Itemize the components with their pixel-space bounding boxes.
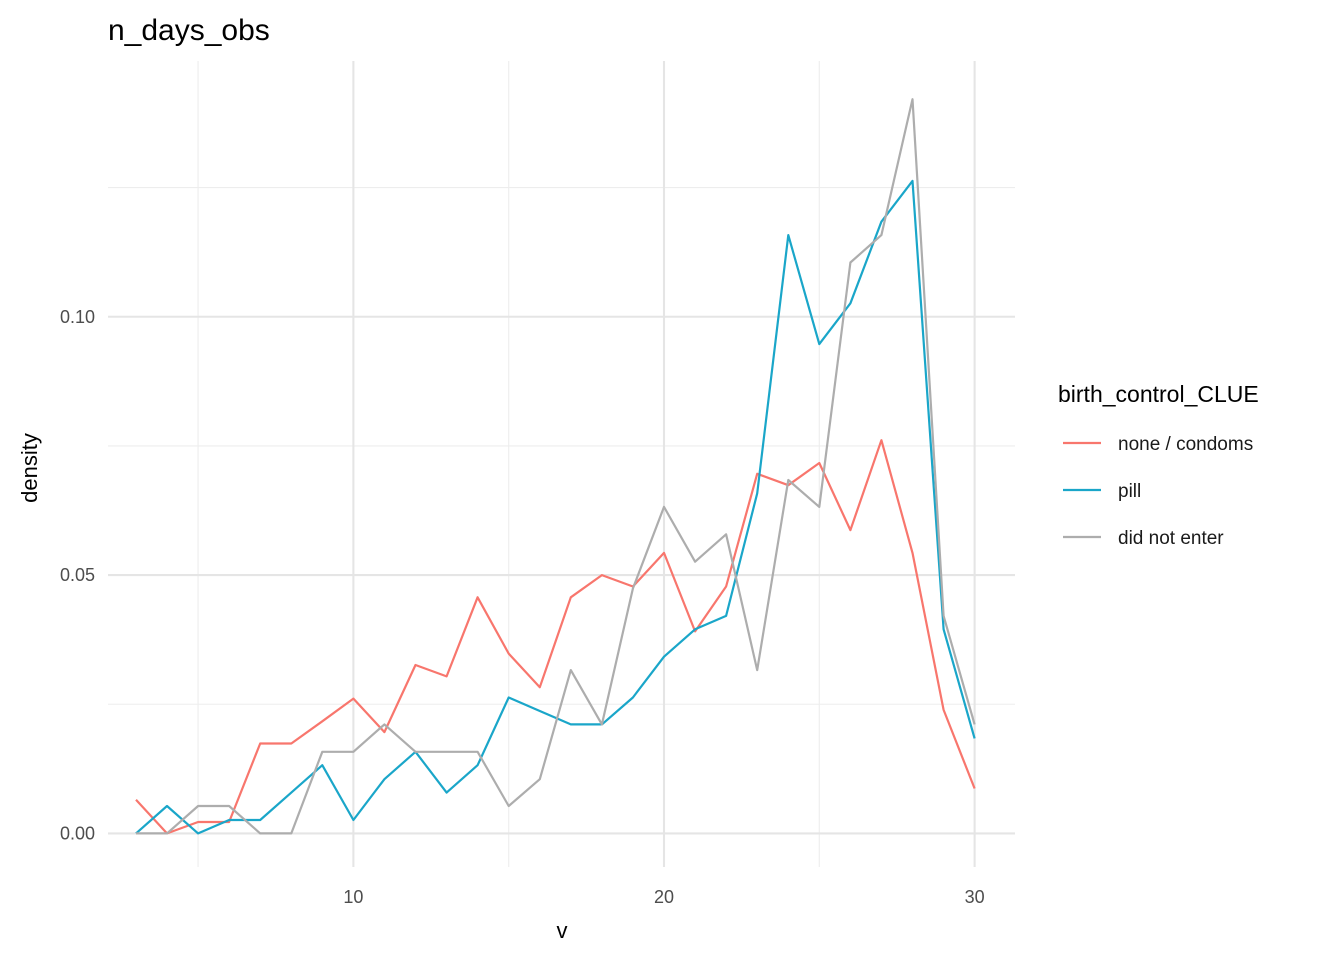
legend-label: none / condoms [1118,434,1253,455]
x-tick-label: 30 [965,887,985,907]
y-axis-title: density [17,433,42,503]
legend-title: birth_control_CLUE [1058,381,1259,407]
x-tick-label: 20 [654,887,674,907]
x-tick-label: 10 [343,887,363,907]
y-tick-label: 0.10 [60,307,95,327]
series-lines [135,98,976,835]
y-axis-tick-labels: 0.00 0.05 0.10 [60,307,95,844]
x-axis-title: v [557,918,568,943]
y-tick-label: 0.05 [60,565,95,585]
legend-items: none / condoms pill did not enter [1063,434,1253,549]
y-tick-label: 0.00 [60,823,95,843]
legend-label: did not enter [1118,528,1224,549]
x-axis-tick-labels: 10 20 30 [343,887,984,907]
series-line-pill [135,179,976,835]
series-line-did-not-enter [136,98,976,835]
legend-label: pill [1118,481,1141,502]
chart-title: n_days_obs [108,14,270,47]
legend: birth_control_CLUE none / condoms pill did… [1058,381,1259,549]
series-line-none-condoms [135,439,976,835]
grid-lines [108,61,1015,867]
